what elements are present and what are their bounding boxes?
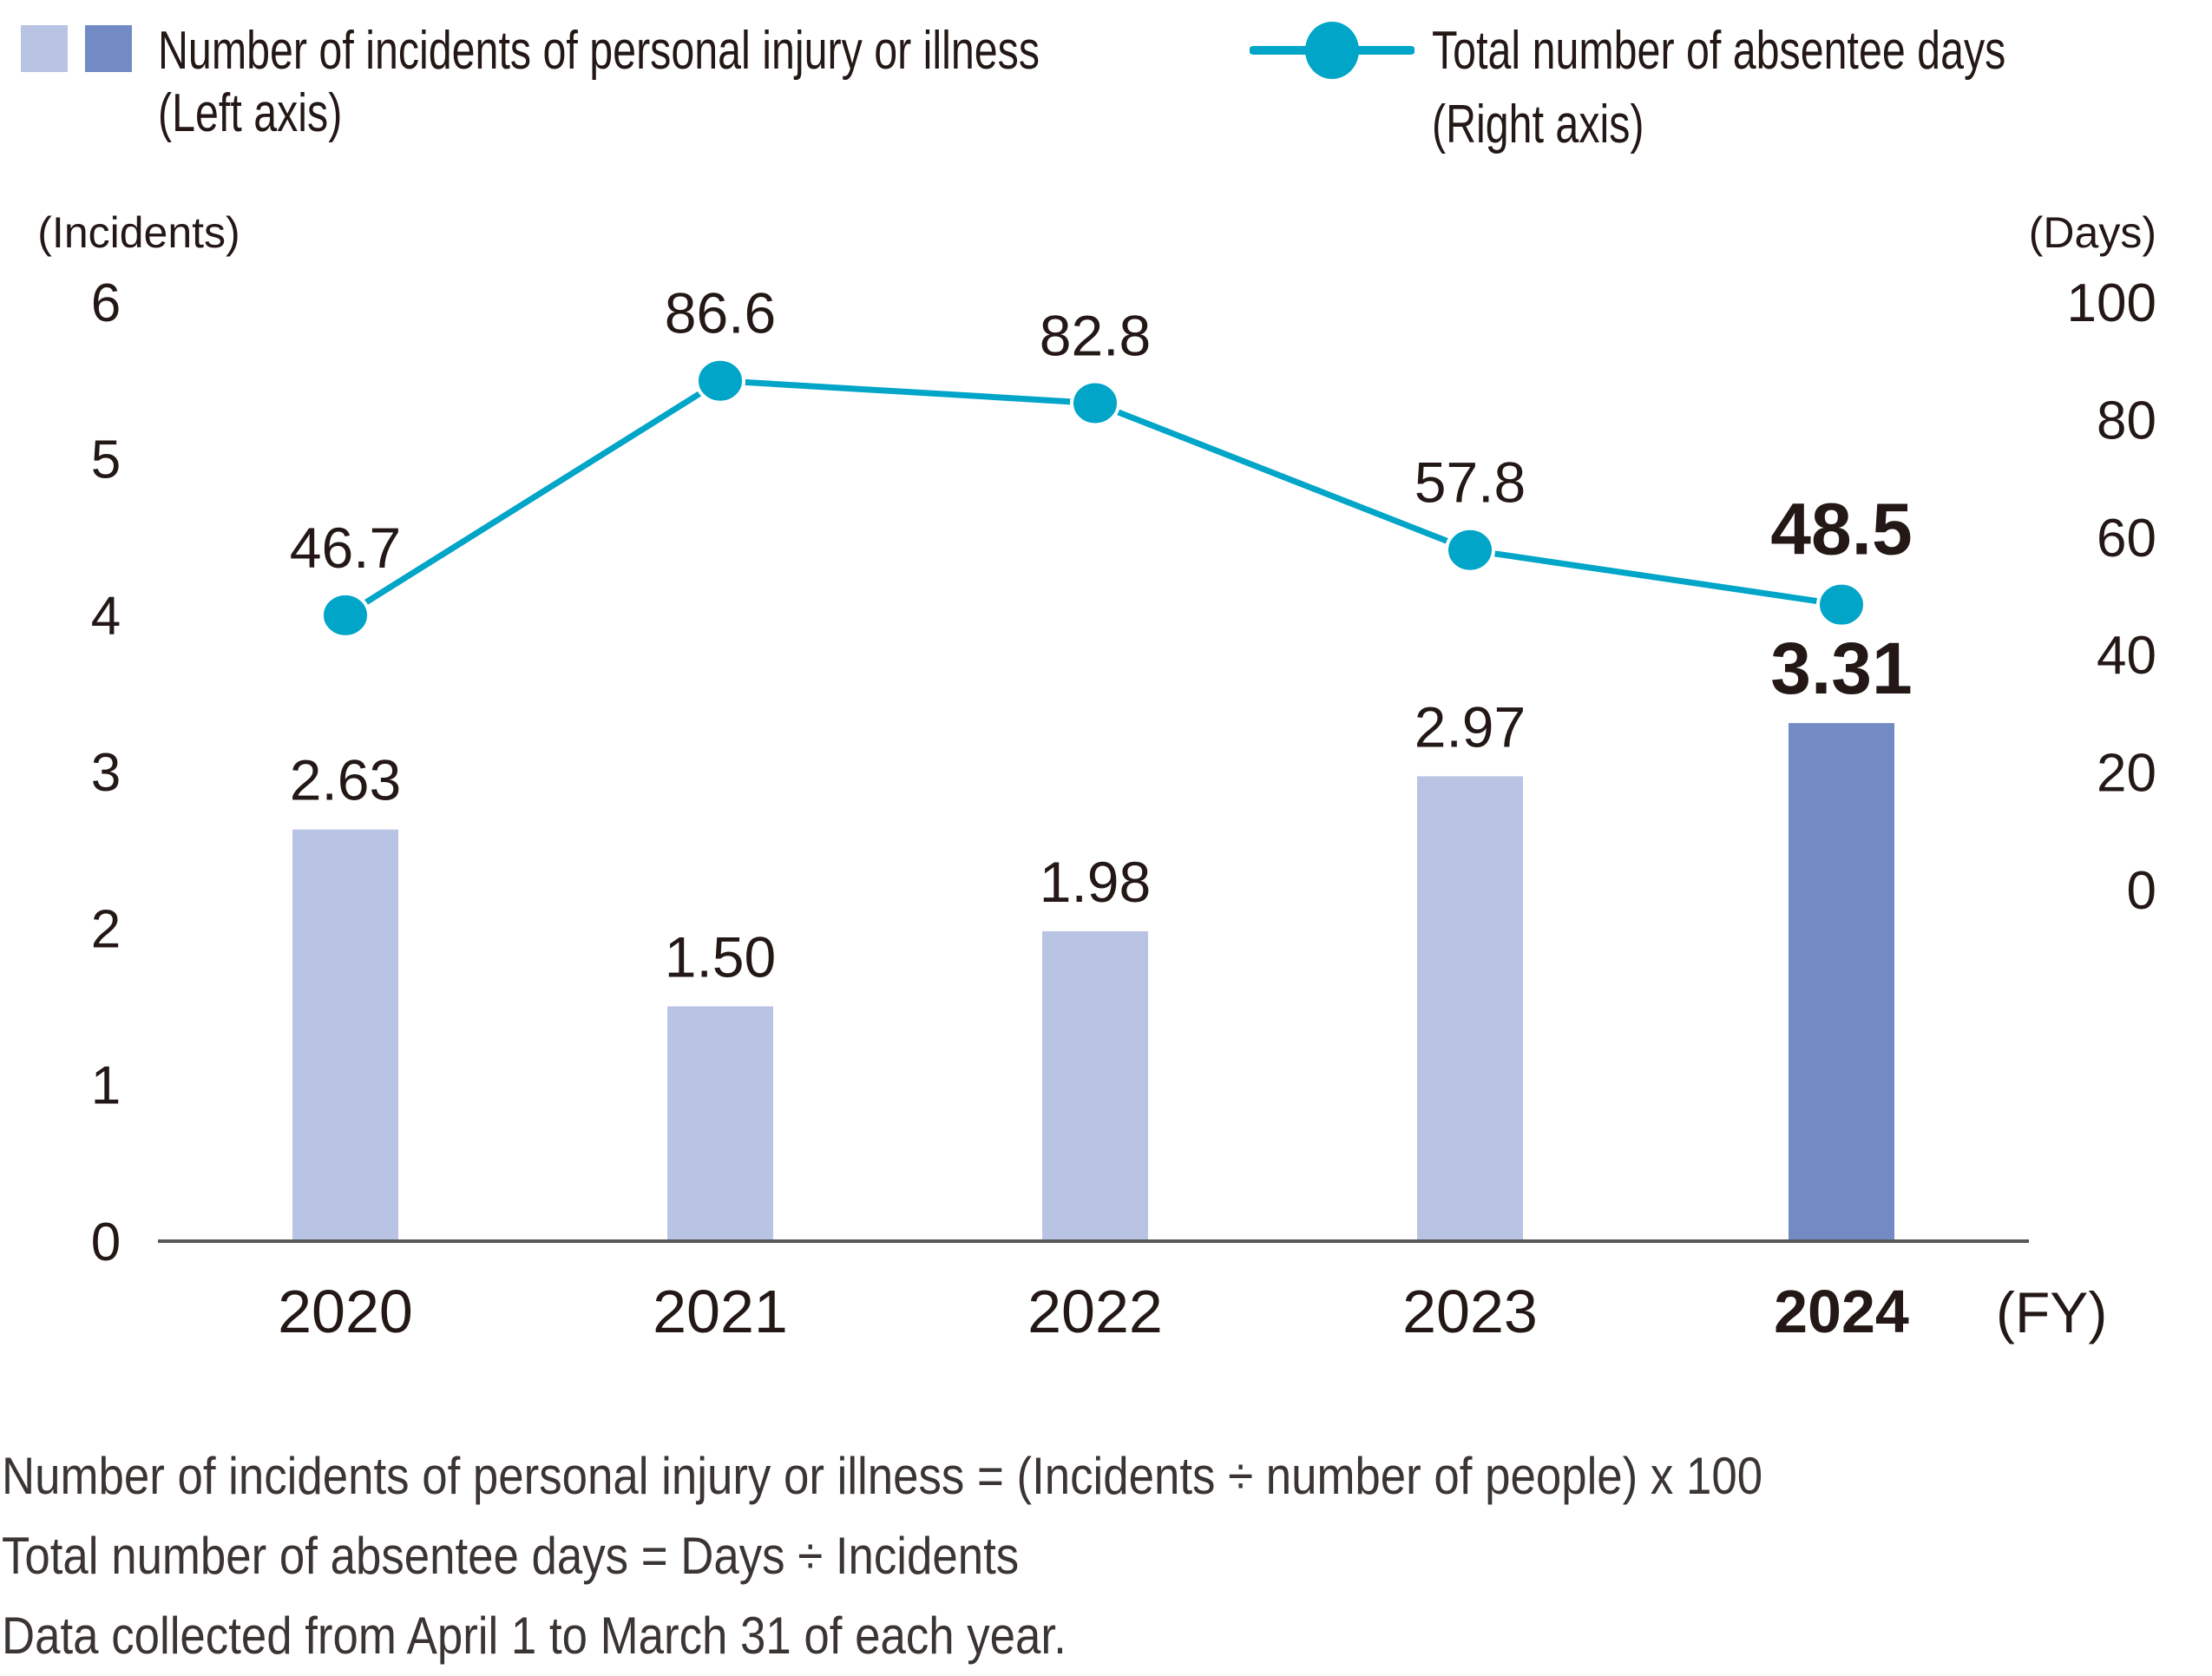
left-axis-tick-label: 3 — [91, 743, 121, 803]
bar-value-label-2022: 1.98 — [1040, 850, 1151, 914]
line-point-2024 — [1816, 581, 1867, 628]
bar-value-label-2024: 3.31 — [1770, 628, 1913, 709]
right-axis-label: (Days) — [2029, 208, 2156, 257]
left-axis-label: (Incidents) — [37, 208, 240, 257]
left-axis-tick-label: 0 — [91, 1213, 121, 1272]
x-axis-ticks: 2020 2021 2022 2023 2024 — [278, 1278, 1909, 1345]
legend-bars-label-line2: (Left axis) — [158, 83, 343, 143]
right-axis-tick-label: 60 — [2097, 509, 2156, 569]
bar-value-label-2023: 2.97 — [1414, 694, 1526, 759]
right-axis-tick-label: 100 — [2067, 273, 2156, 333]
legend-line-label-line1: Total number of absentee days — [1432, 21, 2006, 81]
x-axis-tick-2021: 2021 — [653, 1278, 788, 1345]
footnotes: Number of incidents of personal injury o… — [2, 1436, 2003, 1676]
right-axis-ticks: 0 20 40 60 80 100 — [2067, 273, 2156, 921]
right-axis-tick-label: 80 — [2097, 391, 2156, 450]
legend-bars-label-line1: Number of incidents of personal injury o… — [158, 21, 1040, 81]
left-axis-ticks: 0 1 2 3 4 5 6 — [91, 273, 121, 1272]
left-axis-tick-label: 6 — [91, 273, 121, 333]
legend-swatch-bar-light — [21, 25, 68, 72]
right-axis-tick-label: 20 — [2097, 744, 2156, 804]
bar-2022 — [1042, 930, 1148, 1241]
line-value-labels: 46.7 86.6 82.8 57.8 48.5 — [290, 281, 1913, 580]
x-axis-label: (FY) — [1996, 1280, 2107, 1344]
footnote-incidents-formula: Number of incidents of personal injury o… — [2, 1447, 1763, 1505]
legend-line-label-line2: (Right axis) — [1432, 95, 1644, 154]
x-axis-tick-2022: 2022 — [1027, 1278, 1163, 1345]
bar-2020 — [292, 829, 398, 1241]
line-value-label-2023: 57.8 — [1414, 450, 1526, 515]
bar-2021 — [667, 1006, 773, 1241]
bar-value-label-2021: 1.50 — [665, 925, 776, 989]
bar-2023 — [1417, 776, 1523, 1241]
left-axis-tick-label: 1 — [91, 1056, 121, 1116]
left-axis-tick-label: 2 — [91, 899, 121, 959]
bar-series — [292, 723, 1894, 1241]
line-series — [320, 357, 1867, 639]
line-point-2023 — [1445, 526, 1495, 574]
legend-swatch-bar-dark — [85, 25, 132, 72]
legend-line-dot — [1305, 22, 1359, 79]
footnote-data-period: Data collected from April 1 to March 31 … — [2, 1607, 1067, 1665]
line-value-label-2021: 86.6 — [665, 281, 776, 345]
right-axis-tick-label: 0 — [2127, 861, 2156, 921]
footnote-absentee-formula: Total number of absentee days = Days ÷ I… — [2, 1527, 1020, 1585]
line-value-label-2024: 48.5 — [1770, 489, 1913, 570]
right-axis-tick-label: 40 — [2097, 626, 2156, 686]
legend-line-marker-icon — [1250, 22, 1414, 79]
bar-2024 — [1789, 723, 1894, 1241]
line-point-2020 — [320, 591, 371, 639]
bar-value-labels: 2.63 1.50 1.98 2.97 3.31 — [290, 628, 1913, 989]
left-axis-tick-label: 4 — [91, 587, 121, 647]
line-value-label-2020: 46.7 — [290, 516, 401, 580]
left-axis-tick-label: 5 — [91, 430, 121, 490]
line-value-label-2022: 82.8 — [1040, 303, 1151, 367]
x-axis-tick-2020: 2020 — [278, 1278, 413, 1345]
line-point-2022 — [1070, 379, 1120, 427]
bar-value-label-2020: 2.63 — [290, 748, 401, 812]
x-axis-tick-2023: 2023 — [1402, 1278, 1538, 1345]
x-axis-tick-2024: 2024 — [1774, 1278, 1909, 1345]
line-point-2021 — [695, 357, 745, 404]
